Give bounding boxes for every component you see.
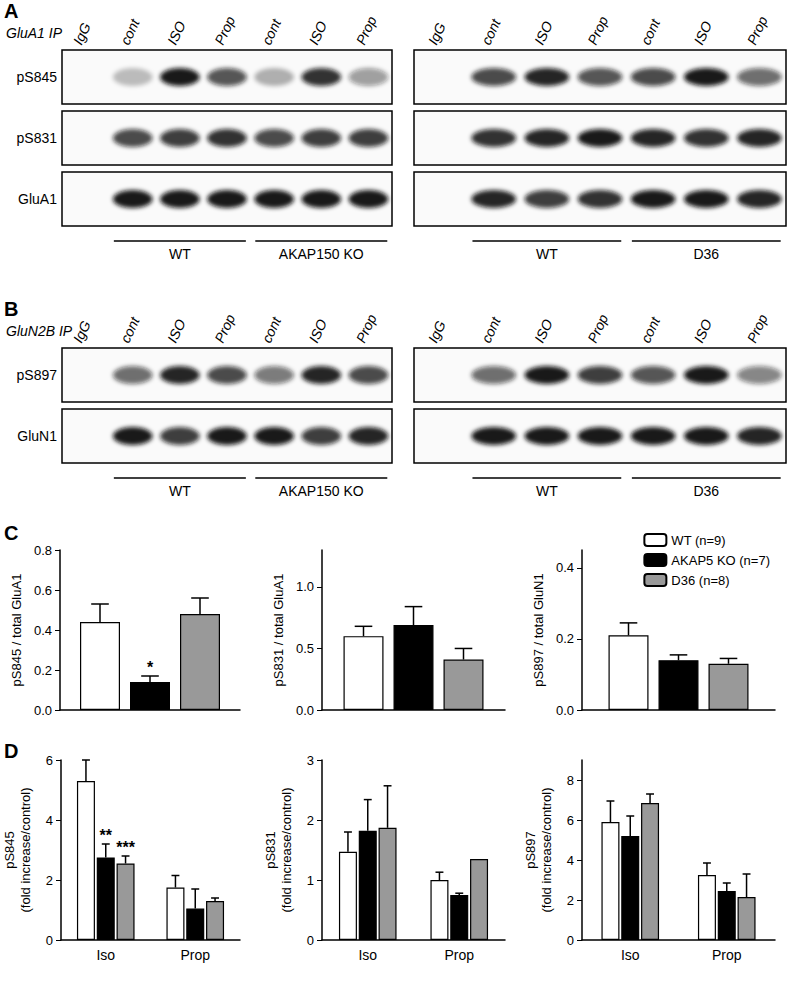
svg-text:ISO: ISO	[531, 317, 556, 346]
svg-text:cont: cont	[258, 314, 284, 346]
svg-text:2: 2	[307, 813, 314, 828]
svg-text:ISO: ISO	[306, 19, 331, 48]
svg-text:8: 8	[567, 773, 574, 788]
svg-text:AKAP5 KO (n=7): AKAP5 KO (n=7)	[671, 553, 770, 568]
svg-text:GluA1: GluA1	[18, 191, 57, 207]
svg-text:cont: cont	[637, 314, 663, 346]
svg-text:Prop: Prop	[353, 312, 380, 346]
svg-text:A: A	[4, 0, 18, 22]
svg-text:Iso: Iso	[621, 947, 640, 963]
svg-text:ISO: ISO	[306, 317, 331, 346]
svg-text:0.4: 0.4	[556, 560, 574, 575]
svg-text:cont: cont	[637, 16, 663, 48]
svg-text:Iso: Iso	[358, 947, 377, 963]
svg-text:Prop: Prop	[180, 947, 210, 963]
svg-text:Prop: Prop	[744, 312, 771, 346]
svg-text:4: 4	[46, 813, 53, 828]
html-text:C: C	[4, 522, 19, 544]
svg-text:D36: D36	[693, 483, 719, 499]
svg-text:ISO: ISO	[531, 19, 556, 48]
svg-text:Prop: Prop	[211, 14, 238, 48]
svg-text:AKAP150 KO: AKAP150 KO	[279, 483, 364, 499]
svg-text:(fold increase/control): (fold increase/control)	[539, 788, 554, 913]
svg-text:Prop: Prop	[712, 947, 742, 963]
svg-text:3: 3	[307, 753, 314, 768]
svg-text:0.2: 0.2	[34, 663, 52, 678]
svg-text:0: 0	[567, 933, 574, 948]
svg-text:(fold increase/control): (fold increase/control)	[279, 788, 294, 913]
svg-text:Prop: Prop	[444, 947, 474, 963]
svg-text:0: 0	[307, 933, 314, 948]
svg-text:pS897 / total GluN1: pS897 / total GluN1	[531, 573, 546, 686]
svg-text:pS897: pS897	[523, 831, 538, 869]
svg-text:Prop: Prop	[211, 312, 238, 346]
svg-text:WT: WT	[169, 246, 191, 262]
svg-text:WT (n=9): WT (n=9)	[671, 533, 725, 548]
svg-text:1: 1	[307, 873, 314, 888]
svg-text:ISO: ISO	[164, 19, 189, 48]
html-text:D: D	[4, 740, 19, 762]
svg-text:pS845: pS845	[17, 69, 58, 85]
svg-text:2: 2	[567, 893, 574, 908]
svg-text:0.0: 0.0	[34, 703, 52, 718]
svg-text:IgG: IgG	[70, 318, 94, 345]
svg-text:**: **	[100, 827, 113, 844]
svg-text:0: 0	[46, 933, 53, 948]
svg-text:0.5: 0.5	[296, 641, 314, 656]
svg-text:GluN1: GluN1	[17, 428, 57, 444]
svg-text:cont: cont	[117, 314, 143, 346]
svg-text:pS831 / total GluA1: pS831 / total GluA1	[271, 574, 286, 687]
svg-text:IgG: IgG	[70, 20, 94, 47]
svg-text:2: 2	[46, 873, 53, 888]
svg-text:0.0: 0.0	[296, 703, 314, 718]
svg-text:0.6: 0.6	[34, 583, 52, 598]
svg-text:WT: WT	[536, 483, 558, 499]
svg-text:cont: cont	[117, 16, 143, 48]
svg-text:D36: D36	[693, 246, 719, 262]
svg-text:ISO: ISO	[691, 19, 716, 48]
svg-text:pS845: pS845	[2, 831, 17, 869]
svg-text:ISO: ISO	[691, 317, 716, 346]
svg-text:pS845 / total GluA1: pS845 / total GluA1	[9, 574, 24, 687]
svg-text:IgG: IgG	[425, 318, 449, 345]
svg-text:*: *	[147, 659, 154, 676]
svg-text:cont: cont	[258, 16, 284, 48]
svg-text:AKAP150 KO: AKAP150 KO	[279, 246, 364, 262]
svg-text:B: B	[4, 298, 18, 320]
svg-text:Prop: Prop	[353, 14, 380, 48]
svg-text:cont: cont	[478, 16, 504, 48]
svg-text:GluN2B IP: GluN2B IP	[6, 323, 73, 339]
svg-text:4: 4	[567, 853, 574, 868]
svg-text:0.4: 0.4	[34, 623, 52, 638]
svg-text:0.0: 0.0	[556, 703, 574, 718]
svg-text:pS897: pS897	[17, 367, 58, 383]
svg-text:Prop: Prop	[744, 14, 771, 48]
svg-text:6: 6	[46, 753, 53, 768]
svg-text:0.8: 0.8	[34, 543, 52, 558]
svg-text:D36 (n=8): D36 (n=8)	[671, 573, 729, 588]
svg-text:cont: cont	[478, 314, 504, 346]
svg-text:WT: WT	[536, 246, 558, 262]
svg-text:WT: WT	[169, 483, 191, 499]
svg-text:ISO: ISO	[164, 317, 189, 346]
svg-text:***: ***	[116, 839, 135, 856]
svg-text:Iso: Iso	[96, 947, 115, 963]
svg-text:IgG: IgG	[425, 20, 449, 47]
svg-text:Prop: Prop	[584, 14, 611, 48]
svg-text:6: 6	[567, 813, 574, 828]
svg-text:pS831: pS831	[17, 130, 58, 146]
svg-text:1.0: 1.0	[296, 579, 314, 594]
svg-text:pS831: pS831	[263, 831, 278, 869]
svg-text:(fold increase/control): (fold increase/control)	[18, 788, 33, 913]
svg-text:0.2: 0.2	[556, 631, 574, 646]
svg-text:Prop: Prop	[584, 312, 611, 346]
svg-text:GluA1 IP: GluA1 IP	[6, 25, 63, 41]
